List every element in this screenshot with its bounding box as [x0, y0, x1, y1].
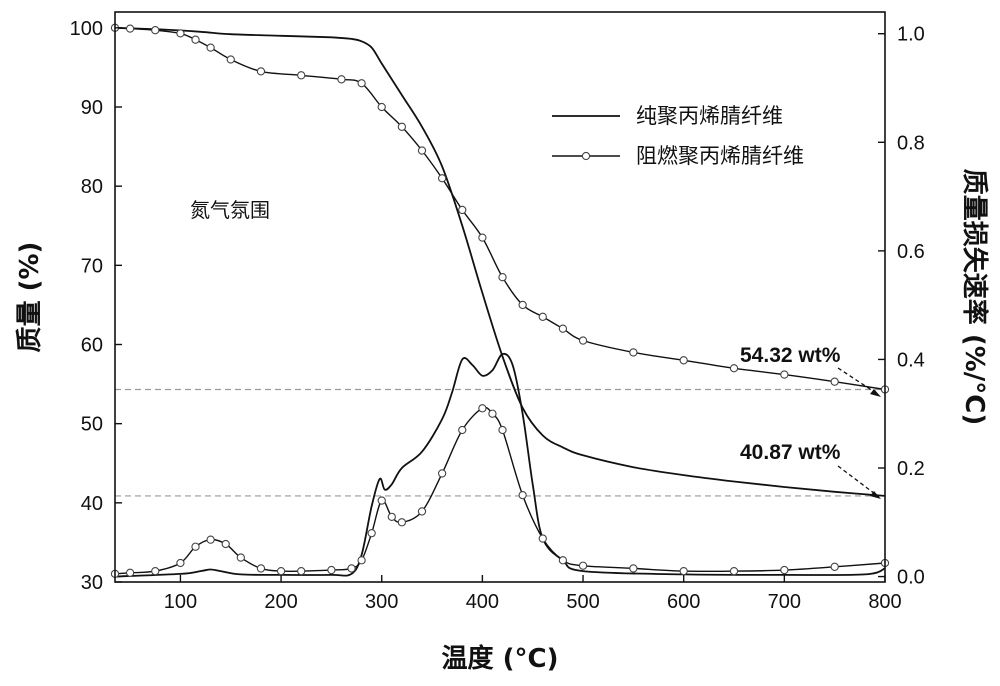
data-point	[338, 76, 345, 83]
x-axis-title: 温度 (°C)	[442, 643, 559, 674]
data-point	[418, 147, 425, 154]
y-left-tick-label: 90	[81, 97, 103, 119]
data-point	[358, 80, 365, 87]
data-point	[207, 536, 214, 543]
data-point	[398, 123, 405, 130]
y-right-tick-label: 0.8	[897, 132, 925, 154]
legend-label-pure: 纯聚丙烯腈纤维	[636, 104, 783, 128]
x-tick-label: 600	[667, 591, 700, 613]
data-point	[539, 535, 546, 542]
series-2-right	[115, 354, 885, 577]
data-point	[559, 557, 566, 564]
series-3-right	[111, 405, 888, 578]
data-point	[499, 274, 506, 281]
data-point	[831, 378, 838, 385]
data-point	[388, 513, 395, 520]
data-point	[207, 44, 214, 51]
data-point	[489, 410, 496, 417]
data-point	[499, 426, 506, 433]
data-point	[439, 470, 446, 477]
data-point	[479, 405, 486, 412]
y-right-tick-label: 0.4	[897, 349, 925, 371]
x-tick-label: 300	[365, 591, 398, 613]
data-point	[152, 568, 159, 575]
data-point	[479, 234, 486, 241]
y-axis-title-right: 质量损失速率 (%/°C)	[959, 169, 990, 425]
data-point	[257, 68, 264, 75]
y-left-tick-label: 70	[81, 255, 103, 277]
data-point	[459, 206, 466, 213]
data-point	[277, 568, 284, 575]
y-left-tick-label: 50	[81, 414, 103, 436]
data-point	[398, 519, 405, 526]
data-point	[348, 565, 355, 572]
data-point	[126, 25, 133, 32]
data-point	[126, 569, 133, 576]
y-left-tick-label: 80	[81, 176, 103, 198]
data-point	[519, 301, 526, 308]
data-point	[418, 508, 425, 515]
legend: 纯聚丙烯腈纤维 阻燃聚丙烯腈纤维	[552, 104, 804, 168]
y-axis-title-left: 质量 (%)	[15, 242, 45, 353]
data-point	[459, 426, 466, 433]
data-point	[378, 497, 385, 504]
data-point	[539, 313, 546, 320]
x-tick-label: 400	[466, 591, 499, 613]
data-point	[630, 349, 637, 356]
data-point	[439, 175, 446, 182]
data-point	[192, 36, 199, 43]
data-point	[298, 568, 305, 575]
data-point	[378, 103, 385, 110]
data-point	[630, 565, 637, 572]
y-right-tick-label: 1.0	[897, 24, 925, 46]
series-line	[115, 354, 885, 577]
data-point	[177, 30, 184, 37]
data-point	[328, 566, 335, 573]
x-tick-label: 100	[164, 591, 197, 613]
legend-label-fr: 阻燃聚丙烯腈纤维	[636, 144, 804, 168]
data-point	[680, 357, 687, 364]
legend-marker-fr	[582, 152, 589, 159]
series-line	[115, 28, 885, 496]
data-point	[730, 365, 737, 372]
data-point	[298, 72, 305, 79]
x-tick-label: 200	[264, 591, 297, 613]
data-point	[680, 568, 687, 575]
atmosphere-note: 氮气氛围	[190, 198, 270, 222]
y-right-tick-label: 0.2	[897, 458, 925, 480]
data-point	[579, 337, 586, 344]
y-left-tick-label: 100	[70, 18, 103, 40]
data-point	[559, 325, 566, 332]
data-point	[192, 543, 199, 550]
data-point	[237, 554, 244, 561]
data-point	[730, 568, 737, 575]
x-tick-label: 800	[868, 591, 901, 613]
y-right-tick-label: 0.0	[897, 567, 925, 589]
y-right-tick-label: 0.6	[897, 241, 925, 263]
data-point	[579, 562, 586, 569]
data-point	[177, 559, 184, 566]
data-point	[831, 563, 838, 570]
data-point	[222, 540, 229, 547]
y-left-tick-label: 60	[81, 335, 103, 357]
data-point	[227, 56, 234, 63]
anno-label-54: 54.32 wt%	[740, 344, 841, 367]
anno-label-40: 40.87 wt%	[740, 441, 841, 464]
axis-layer: 100 200 300 400 500 600 700 800 30 40 50 60 70 80 90 10…	[70, 18, 925, 613]
data-point	[781, 371, 788, 378]
data-point	[368, 530, 375, 537]
data-point	[152, 27, 159, 34]
y-left-tick-label: 40	[81, 493, 103, 515]
data-point	[257, 565, 264, 572]
x-tick-label: 700	[768, 591, 801, 613]
data-point	[519, 492, 526, 499]
y-left-tick-label: 30	[81, 572, 103, 594]
data-point	[781, 566, 788, 573]
x-tick-label: 500	[566, 591, 599, 613]
data-point	[358, 557, 365, 564]
series-0-left	[115, 28, 885, 496]
anno-arrowhead-54	[870, 389, 881, 397]
